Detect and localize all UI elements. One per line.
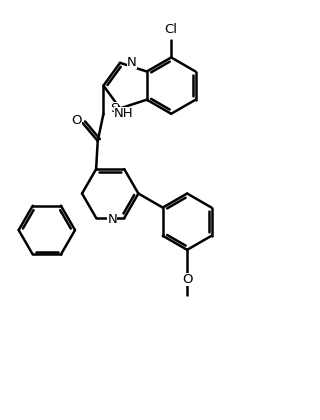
Text: N: N <box>108 213 117 226</box>
Text: O: O <box>71 113 82 126</box>
Text: S: S <box>110 102 118 115</box>
Text: O: O <box>182 273 192 286</box>
Text: Cl: Cl <box>165 23 178 36</box>
Text: N: N <box>127 56 137 69</box>
Text: NH: NH <box>114 107 133 120</box>
